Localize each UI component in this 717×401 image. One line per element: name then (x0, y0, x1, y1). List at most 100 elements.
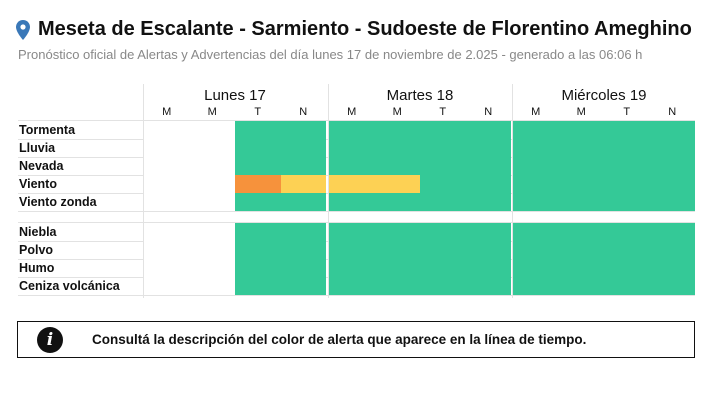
alert-cell (375, 175, 420, 193)
alert-cell (513, 259, 559, 277)
alert-cell (235, 139, 281, 157)
alert-cell (190, 175, 235, 193)
day-divider (328, 84, 329, 298)
row-label: Lluvia (19, 141, 56, 155)
period-label: M (576, 106, 586, 118)
row-label: Ceniza volcánica (19, 279, 120, 293)
alert-cell (329, 175, 375, 193)
alert-cell (375, 193, 420, 211)
alert-cell (190, 223, 235, 241)
info-icon: i (37, 326, 63, 353)
period-label: N (484, 106, 493, 118)
row-label: Viento (19, 177, 57, 191)
alert-cell (329, 193, 375, 211)
alert-cell (559, 241, 604, 259)
alert-cell (513, 193, 559, 211)
alert-cell (281, 121, 326, 139)
alert-cell (144, 223, 190, 241)
alert-cell (375, 259, 420, 277)
alert-cell (559, 223, 604, 241)
page-subtitle: Pronóstico oficial de Alertas y Adverten… (18, 47, 643, 62)
alert-cell (466, 121, 511, 139)
alert-cell (235, 277, 281, 295)
alert-cell (420, 139, 466, 157)
alert-cell (144, 193, 190, 211)
alert-cell (650, 259, 695, 277)
alert-cell (329, 277, 375, 295)
alert-cell (190, 277, 235, 295)
day-divider (512, 84, 513, 298)
alert-cell (375, 241, 420, 259)
alert-cell (329, 121, 375, 139)
alert-cell (559, 121, 604, 139)
alert-cell (513, 139, 559, 157)
alert-cell (513, 157, 559, 175)
page-title: Meseta de Escalante - Sarmiento - Sudoes… (38, 18, 692, 40)
alert-cell (466, 139, 511, 157)
alert-cell (604, 223, 650, 241)
alert-cell (650, 121, 695, 139)
alert-cell (281, 241, 326, 259)
period-label: M (162, 106, 172, 118)
row-label: Nevada (19, 159, 64, 173)
alert-cell (375, 277, 420, 295)
alert-cell (513, 223, 559, 241)
alert-cell (190, 193, 235, 211)
alert-cell (281, 259, 326, 277)
alert-cell (650, 277, 695, 295)
alert-cell (604, 259, 650, 277)
alert-cell (375, 139, 420, 157)
period-label: M (392, 106, 402, 118)
alert-cell (650, 241, 695, 259)
alert-cell (190, 241, 235, 259)
alert-cell (604, 157, 650, 175)
alert-cell (329, 139, 375, 157)
period-label: M (207, 106, 217, 118)
alert-cell (235, 175, 281, 193)
alert-cell (235, 193, 281, 211)
alert-cell (604, 193, 650, 211)
alert-cell (466, 241, 511, 259)
period-label: T (254, 106, 262, 118)
period-label: T (439, 106, 447, 118)
alert-cell (559, 193, 604, 211)
alert-cell (144, 259, 190, 277)
alert-cell (281, 277, 326, 295)
alert-cell (329, 157, 375, 175)
alert-cell (466, 157, 511, 175)
row-divider (18, 211, 695, 212)
alert-cell (559, 277, 604, 295)
alert-cell (144, 277, 190, 295)
alert-cell (375, 121, 420, 139)
alert-cell (604, 277, 650, 295)
title-row: Meseta de Escalante - Sarmiento - Sudoes… (16, 18, 707, 41)
alert-cell (559, 139, 604, 157)
alert-cell (466, 193, 511, 211)
alert-cell (329, 259, 375, 277)
alert-cell (604, 241, 650, 259)
alert-cell (281, 193, 326, 211)
info-text: Consultá la descripción del color de ale… (92, 332, 587, 347)
day-label: Lunes 17 (204, 87, 266, 104)
header: Meseta de Escalante - Sarmiento - Sudoes… (16, 18, 707, 62)
alert-cell (420, 241, 466, 259)
alert-cell (420, 259, 466, 277)
location-pin-icon (16, 19, 30, 40)
alert-cell (604, 175, 650, 193)
alert-cell (235, 121, 281, 139)
alert-cell (650, 193, 695, 211)
alert-cell (144, 139, 190, 157)
period-label: N (299, 106, 308, 118)
alert-cell (375, 223, 420, 241)
alert-cell (144, 175, 190, 193)
alert-cell (650, 223, 695, 241)
alert-cell (420, 223, 466, 241)
alert-cell (420, 121, 466, 139)
period-label: M (347, 106, 357, 118)
alert-cell (235, 241, 281, 259)
alert-cell (420, 157, 466, 175)
alert-cell (466, 259, 511, 277)
alert-cell (513, 121, 559, 139)
row-label: Viento zonda (19, 195, 97, 209)
row-divider (18, 120, 695, 121)
